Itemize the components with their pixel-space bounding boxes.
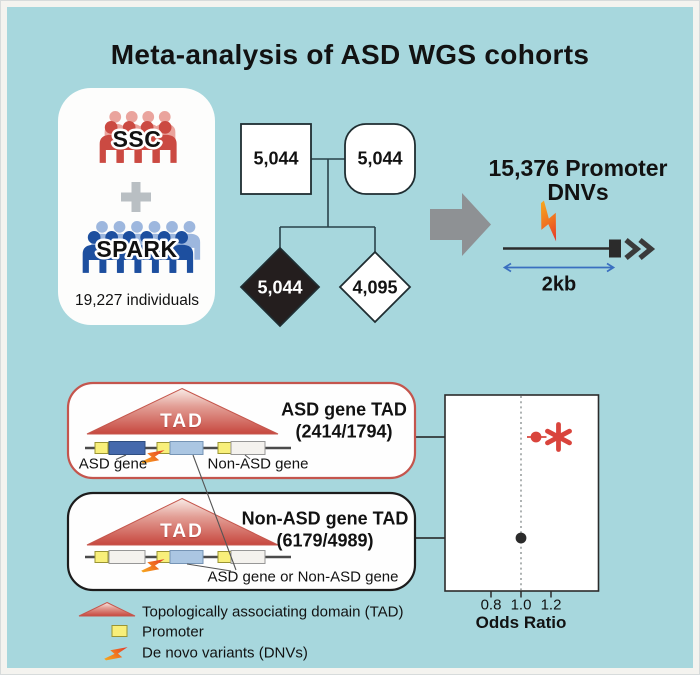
gene-rect bbox=[230, 550, 266, 564]
asd-tad-card bbox=[66, 381, 417, 480]
asd-gene-label: ASD gene bbox=[78, 455, 148, 473]
cohort-card: SSC SPARK bbox=[58, 88, 215, 325]
promoter-icon bbox=[111, 625, 128, 637]
tad-triangle-icon bbox=[78, 601, 136, 617]
scale-arrow-2kb bbox=[502, 262, 616, 273]
pedigree-mother-box bbox=[344, 123, 416, 195]
pedigree-father-box bbox=[240, 123, 312, 195]
ssc-cohort-label: SSC bbox=[113, 126, 162, 152]
non-asd-tad-card bbox=[66, 491, 417, 592]
promoter-icon bbox=[94, 442, 109, 454]
dnv-lightning-icon bbox=[103, 639, 130, 667]
total-individuals: 19,227 individuals bbox=[74, 292, 200, 309]
pedigree-proband-diamond bbox=[239, 246, 321, 328]
promoter-gene-diagram bbox=[502, 199, 656, 273]
sibling-count: 4,095 bbox=[352, 277, 398, 298]
scale-label: 2kb bbox=[541, 273, 577, 296]
legend-icons bbox=[78, 601, 136, 667]
mid-gene-rect bbox=[169, 550, 204, 564]
proband-count: 5,044 bbox=[257, 277, 303, 298]
gene-track bbox=[85, 550, 291, 579]
x-axis-title: Odds Ratio bbox=[475, 613, 567, 632]
tad-label: TAD bbox=[160, 411, 204, 432]
x-axis-ticks bbox=[490, 591, 552, 598]
tss-bar-icon bbox=[609, 239, 621, 258]
mid-gene-rect bbox=[169, 441, 204, 455]
legend-item-promoter: Promoter bbox=[142, 623, 204, 641]
non-asd-tad-point bbox=[515, 532, 527, 544]
non-asd-gene-rect bbox=[230, 441, 266, 455]
plus-icon bbox=[121, 182, 151, 212]
tad-label: TAD bbox=[160, 521, 204, 542]
non-asd-tad-title: Non-ASD gene TAD bbox=[241, 508, 409, 529]
plot-connector-lines bbox=[414, 436, 445, 539]
promoter-headline-line2: DNVs bbox=[547, 178, 609, 205]
legend-item-tad: Topologically associating domain (TAD) bbox=[142, 603, 404, 621]
tad-triangle-icon bbox=[86, 497, 279, 546]
significance-asterisk bbox=[545, 422, 572, 452]
non-asd-gene-label: Non-ASD gene bbox=[207, 455, 309, 473]
gene-direction-chevrons-icon bbox=[624, 237, 656, 261]
promoter-icon bbox=[217, 551, 232, 563]
tad-triangle-icon bbox=[86, 387, 279, 435]
legend-item-dnv: De novo variants (DNVs) bbox=[142, 644, 308, 662]
asd-tad-counts: (2414/1794) bbox=[295, 421, 393, 442]
x-tick-label: 0.8 bbox=[480, 596, 502, 614]
gene-track bbox=[85, 441, 291, 470]
gene-pointer-lines bbox=[186, 454, 237, 572]
dnv-lightning-icon bbox=[528, 199, 570, 244]
asd-tad-title: ASD gene TAD bbox=[281, 399, 407, 420]
figure-title: Meta-analysis of ASD WGS cohorts bbox=[110, 39, 590, 70]
odds-ratio-plot bbox=[444, 394, 600, 598]
either-gene-label: ASD gene or Non-ASD gene bbox=[207, 568, 399, 586]
father-count: 5,044 bbox=[253, 148, 299, 169]
spark-cohort-label: SPARK bbox=[96, 236, 177, 262]
promoter-icon bbox=[217, 442, 232, 454]
asd-gene-rect bbox=[108, 441, 146, 455]
promoter-headline-line1: 15,376 Promoter bbox=[488, 154, 668, 181]
pedigree-diagram bbox=[239, 123, 416, 328]
gene-rect bbox=[108, 550, 146, 564]
mother-count: 5,044 bbox=[357, 148, 403, 169]
x-tick-label: 1.0 bbox=[510, 596, 532, 614]
non-asd-tad-counts: (6179/4989) bbox=[276, 530, 374, 551]
promoter-icon bbox=[94, 551, 109, 563]
pedigree-sibling-diamond bbox=[338, 250, 412, 324]
asd-tad-point bbox=[530, 431, 542, 443]
x-tick-label: 1.2 bbox=[540, 596, 562, 614]
flow-arrow-icon bbox=[430, 193, 491, 256]
plot-panel bbox=[444, 394, 600, 592]
